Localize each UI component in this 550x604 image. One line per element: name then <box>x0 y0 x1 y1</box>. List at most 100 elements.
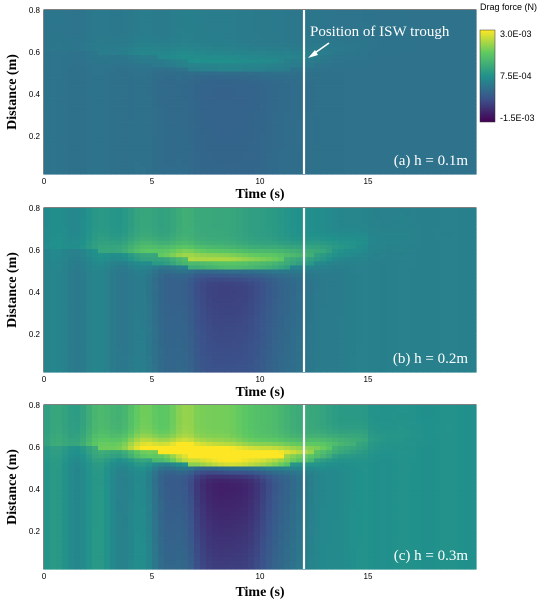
heatmap-cell <box>110 355 117 361</box>
heatmap-cell <box>254 298 261 303</box>
heatmap-cell <box>254 208 261 213</box>
heatmap-cell <box>116 318 123 324</box>
heatmap-cell <box>272 212 279 217</box>
heatmap-cell <box>272 161 279 167</box>
heatmap-cell <box>248 347 255 353</box>
heatmap-cell <box>200 331 207 336</box>
heatmap-cell <box>140 302 147 307</box>
heatmap-cell <box>50 269 57 275</box>
heatmap-cell <box>272 96 279 101</box>
heatmap-cell <box>356 161 363 167</box>
heatmap-cell <box>176 253 183 258</box>
heatmap-cell <box>254 165 261 171</box>
heatmap-cell <box>170 281 177 287</box>
heatmap-cell <box>134 83 141 89</box>
heatmap-cell <box>260 244 267 250</box>
heatmap-cell <box>188 30 195 36</box>
heatmap-cell <box>176 149 183 155</box>
heatmap-cell <box>218 22 225 27</box>
heatmap-cell <box>332 79 339 85</box>
heatmap-cell <box>272 310 279 316</box>
heatmap-cell <box>62 273 69 279</box>
heatmap-cell <box>74 335 81 340</box>
heatmap-cell <box>140 281 147 287</box>
heatmap-cell <box>374 63 381 68</box>
heatmap-cell <box>278 249 285 254</box>
heatmap-cell <box>212 261 219 266</box>
heatmap-cell <box>458 133 465 138</box>
heatmap-cell <box>278 55 285 60</box>
heatmap-cell <box>140 165 147 171</box>
heatmap-cell <box>188 18 195 23</box>
heatmap-cell <box>98 277 105 283</box>
heatmap-cell <box>338 87 345 93</box>
heatmap-cell <box>62 26 69 32</box>
heatmap-cell <box>86 335 93 340</box>
heatmap-cell <box>314 306 321 312</box>
heatmap-cell <box>80 326 87 332</box>
heatmap-cell <box>254 290 261 295</box>
heatmap-cell <box>254 367 261 373</box>
heatmap-cell <box>206 67 213 73</box>
heatmap-cell <box>254 141 261 146</box>
heatmap-cell <box>272 75 279 81</box>
heatmap-cell <box>164 14 171 19</box>
heatmap-cell <box>98 269 105 275</box>
heatmap-cell <box>236 228 243 234</box>
heatmap-cell <box>122 339 129 344</box>
heatmap-cell <box>194 108 201 114</box>
heatmap-cell <box>134 120 141 126</box>
heatmap-cell <box>68 269 75 275</box>
heatmap-cell <box>56 157 63 163</box>
heatmap-cell <box>212 367 219 373</box>
heatmap-cell <box>296 100 303 105</box>
heatmap-cell <box>302 79 309 85</box>
x-tick-label: 5 <box>150 177 155 186</box>
heatmap-cell <box>254 133 261 138</box>
heatmap-cell <box>200 161 207 167</box>
heatmap-cell <box>416 116 423 122</box>
heatmap-cell <box>296 116 303 122</box>
heatmap-cell <box>134 343 141 348</box>
heatmap-cell <box>248 290 255 295</box>
heatmap-cell <box>326 112 333 118</box>
heatmap-cell <box>356 46 363 52</box>
heatmap-cell <box>122 46 129 52</box>
heatmap-cell <box>242 244 249 250</box>
heatmap-cell <box>314 161 321 167</box>
heatmap-cell <box>302 18 309 23</box>
heatmap-cell <box>170 42 177 48</box>
heatmap-cell <box>80 18 87 23</box>
heatmap-cell <box>296 141 303 146</box>
heatmap-cell <box>134 30 141 36</box>
heatmap-cell <box>206 240 213 246</box>
heatmap-cell <box>470 55 477 60</box>
heatmap-cell <box>50 351 57 357</box>
heatmap-cell <box>404 153 411 159</box>
heatmap-cell <box>206 232 213 238</box>
heatmap-cell <box>110 285 117 291</box>
heatmap-cell <box>152 314 159 320</box>
heatmap-cell <box>200 306 207 312</box>
heatmap-cell <box>200 290 207 295</box>
heatmap-cell <box>398 165 405 171</box>
heatmap-cell <box>374 71 381 77</box>
heatmap-cell <box>140 294 147 299</box>
heatmap-cell <box>104 30 111 36</box>
heatmap-cell <box>332 294 339 299</box>
heatmap-cell <box>422 79 429 85</box>
heatmap-cell <box>164 38 171 44</box>
heatmap-cell <box>98 137 105 142</box>
heatmap-cell <box>98 232 105 238</box>
heatmap-cell <box>344 314 351 320</box>
heatmap-cell <box>230 335 237 340</box>
heatmap-cell <box>386 141 393 146</box>
heatmap-cell <box>320 71 327 77</box>
heatmap-cell <box>296 38 303 44</box>
heatmap-cell <box>386 30 393 36</box>
heatmap-cell <box>380 145 387 150</box>
heatmap-cell <box>266 108 273 114</box>
heatmap-cell <box>284 42 291 48</box>
heatmap-cell <box>182 145 189 150</box>
heatmap-cell <box>302 161 309 167</box>
